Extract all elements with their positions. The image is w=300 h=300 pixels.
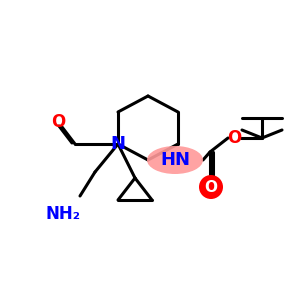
Text: O: O: [51, 113, 65, 131]
Ellipse shape: [147, 146, 203, 174]
Circle shape: [199, 175, 223, 199]
Text: NH₂: NH₂: [46, 205, 80, 223]
Text: O: O: [205, 179, 218, 194]
Text: N: N: [110, 135, 125, 153]
Text: HN: HN: [160, 151, 190, 169]
Text: O: O: [227, 129, 241, 147]
